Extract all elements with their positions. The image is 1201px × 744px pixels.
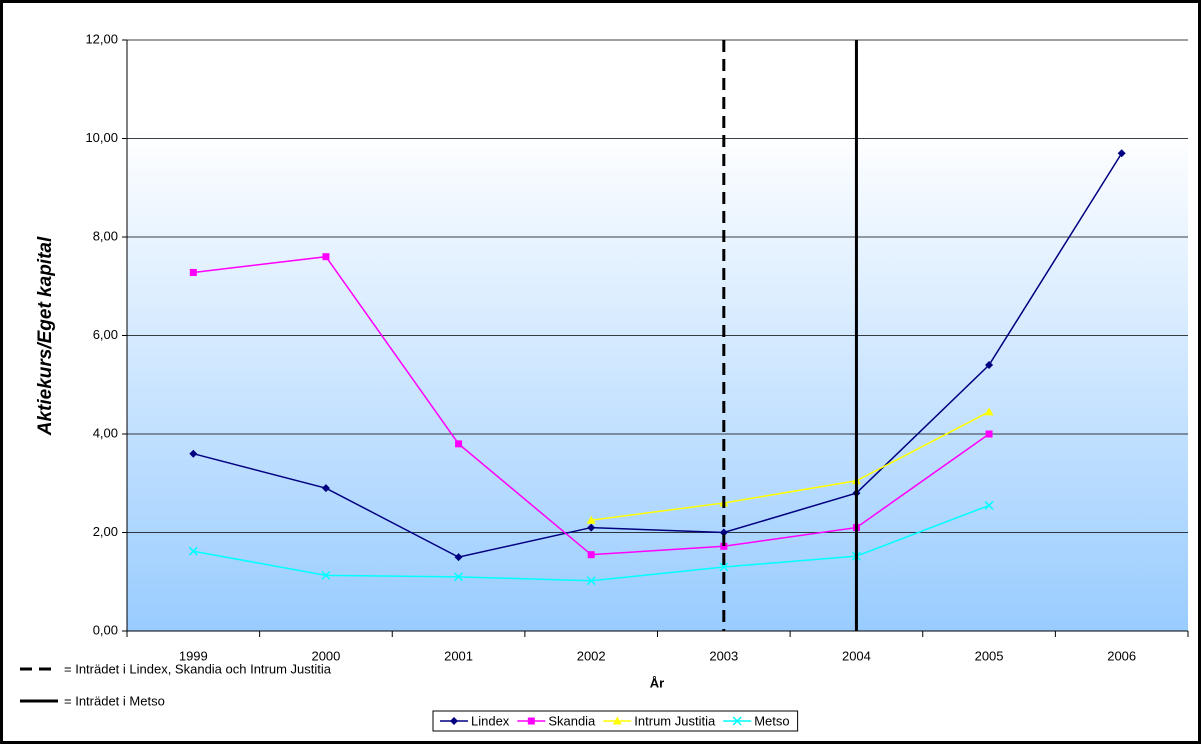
marker xyxy=(985,361,994,370)
x-tick-label: 2000 xyxy=(311,648,340,663)
x-tick-label: 2002 xyxy=(577,648,606,663)
marker xyxy=(587,551,595,559)
marker xyxy=(984,407,994,416)
legend-label: Skandia xyxy=(548,713,596,728)
marker xyxy=(321,570,331,580)
y-tick-label: 6,00 xyxy=(93,327,118,342)
marker xyxy=(586,515,596,524)
marker xyxy=(455,440,463,448)
y-tick-label: 8,00 xyxy=(93,228,118,243)
series-line xyxy=(193,152,1123,558)
x-tick-label: 2004 xyxy=(842,648,871,663)
marker xyxy=(985,430,993,438)
marker xyxy=(720,542,728,550)
marker xyxy=(984,500,994,510)
y-tick-label: 0,00 xyxy=(93,622,118,637)
marker xyxy=(321,484,330,493)
marker xyxy=(527,717,535,725)
marker xyxy=(450,717,458,725)
marker xyxy=(454,572,464,582)
x-axis-title: År xyxy=(650,675,664,690)
legend: Lindex Skandia Intrum Justitia Metso xyxy=(432,710,799,732)
y-tick-label: 2,00 xyxy=(93,524,118,539)
x-tick-label: 2006 xyxy=(1107,648,1136,663)
legend-label: Metso xyxy=(754,713,789,728)
x-tick-label: 2003 xyxy=(709,648,738,663)
x-tick-label: 1999 xyxy=(179,648,208,663)
reference-legend-label: = Inträdet i Metso xyxy=(64,693,165,708)
y-tick-label: 4,00 xyxy=(93,425,118,440)
y-tick-label: 12,00 xyxy=(85,31,118,46)
y-tick-label: 10,00 xyxy=(85,130,118,145)
marker xyxy=(719,562,729,572)
marker xyxy=(322,253,330,261)
x-tick-label: 2005 xyxy=(975,648,1004,663)
marker xyxy=(1117,149,1126,158)
marker xyxy=(719,528,728,537)
marker xyxy=(188,546,198,556)
marker xyxy=(189,449,198,458)
marker xyxy=(612,716,622,725)
series-line xyxy=(591,411,990,521)
marker xyxy=(587,523,596,532)
marker xyxy=(732,716,742,726)
marker xyxy=(189,268,197,276)
marker xyxy=(586,576,596,586)
y-axis-title: Aktiekurs/Eget kapital xyxy=(35,236,56,436)
legend-label: Intrum Justitia xyxy=(634,713,716,728)
x-tick-label: 2001 xyxy=(444,648,473,663)
reference-legend-label: = Inträdet i Lindex, Skandia och Intrum … xyxy=(64,661,332,676)
legend-label: Lindex xyxy=(471,713,510,728)
marker xyxy=(454,553,463,562)
